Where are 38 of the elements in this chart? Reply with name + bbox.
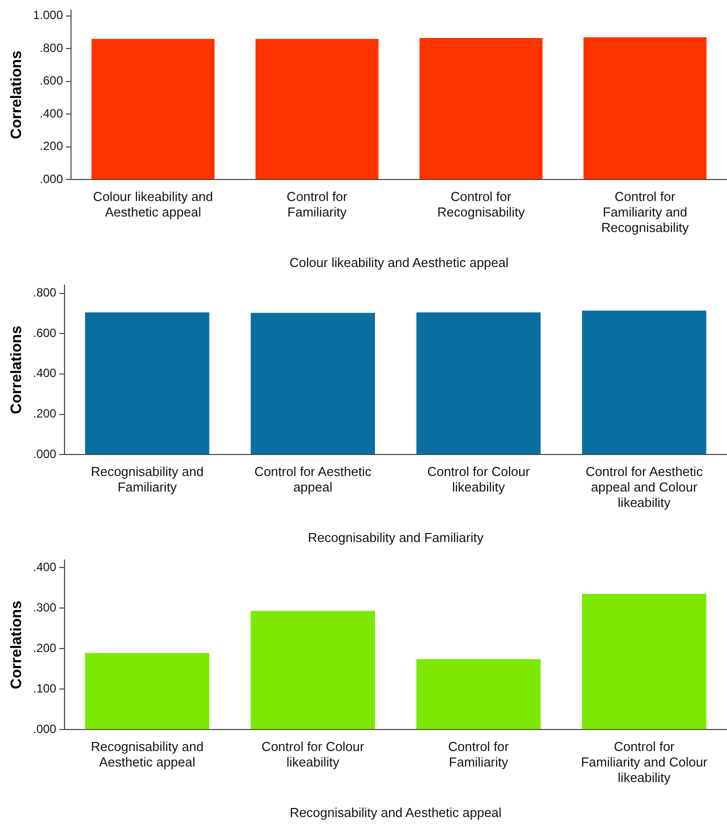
x-tick-label: Recognisability and Aesthetic appeal xyxy=(90,738,204,770)
bar xyxy=(85,653,210,730)
x-tick-label: Control for Colour likeability xyxy=(427,464,530,495)
y-axis-title: Correlations xyxy=(8,600,26,690)
y-tick-label: .600 xyxy=(40,74,64,88)
bar xyxy=(250,610,375,730)
x-tick-label: Control for Familiarity and Colour likeability xyxy=(580,738,708,786)
x-axis-title: Colour likeability and Aesthetic appeal xyxy=(290,254,509,270)
y-axis-title: Correlations xyxy=(8,326,26,414)
x-tick-label: Control for Familiarity xyxy=(448,738,510,770)
x-tick-label: Control for Familiarity and Recognisability xyxy=(601,188,690,236)
y-tick-label: .200 xyxy=(32,640,57,655)
y-tick-label: .600 xyxy=(32,326,57,340)
x-tick-label: Control for Recognisability xyxy=(437,188,526,220)
y-tick-label: .800 xyxy=(40,40,64,55)
y-tick-label: .400 xyxy=(32,366,57,380)
y-tick-label: .100 xyxy=(32,681,57,696)
y-tick-label: .300 xyxy=(32,600,57,614)
y-tick-label: .000 xyxy=(40,172,64,186)
x-tick-label: Control for Aesthetic appeal xyxy=(254,464,372,495)
x-tick-label: Control for Colour likeability xyxy=(262,738,365,770)
y-tick-label: .000 xyxy=(32,446,57,461)
y-tick-label: .200 xyxy=(32,406,57,421)
y-tick-label: .200 xyxy=(40,139,64,154)
y-tick-label: .400 xyxy=(32,560,57,574)
x-tick-label: Colour likeability and Aesthetic appeal xyxy=(93,188,213,220)
x-tick-label: Control for Familiarity xyxy=(286,188,348,220)
x-tick-label: Control for Aesthetic appeal and Colour likeability xyxy=(586,464,704,510)
x-axis-title: Recognisability and Aesthetic appeal xyxy=(290,804,502,820)
y-axis-title: Correlations xyxy=(8,50,26,140)
y-tick-label: .400 xyxy=(40,106,64,120)
y-tick-label: .800 xyxy=(32,286,57,300)
bar xyxy=(582,594,706,730)
y-tick-label: 1.000 xyxy=(33,8,64,22)
y-tick-label: .000 xyxy=(32,722,57,736)
x-tick-label: Recognisability and Familiarity xyxy=(90,464,204,495)
bar xyxy=(416,659,541,730)
x-axis-title: Recognisability and Familiarity xyxy=(308,530,484,545)
